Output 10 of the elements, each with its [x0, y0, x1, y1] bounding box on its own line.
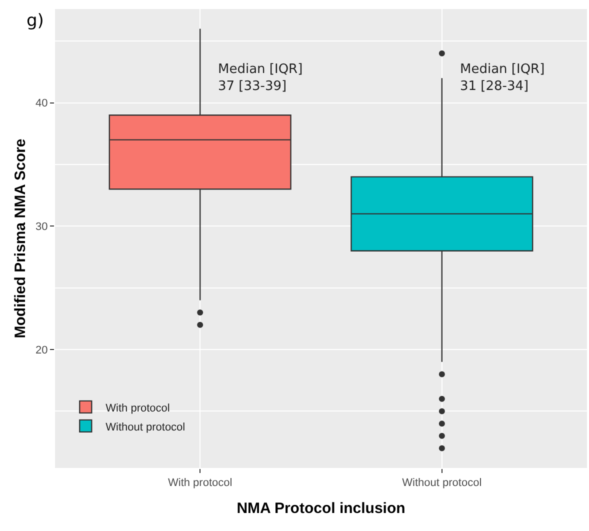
annotation: Median [IQR] 31 [28-34] — [460, 62, 545, 94]
y-tick-label: 40 — [36, 98, 48, 110]
y-tick-label: 20 — [36, 344, 48, 356]
legend-label: Without protocol — [106, 421, 186, 434]
chart-title: g) — [26, 10, 44, 31]
annotation: Median [IQR] 37 [33-39] — [218, 62, 303, 94]
legend-label: With protocol — [106, 402, 170, 414]
x-axis-title: NMA Protocol inclusion — [236, 500, 406, 518]
y-axis-title: Modified Prisma NMA Score — [12, 138, 29, 338]
y-tick-label: 30 — [36, 221, 48, 234]
